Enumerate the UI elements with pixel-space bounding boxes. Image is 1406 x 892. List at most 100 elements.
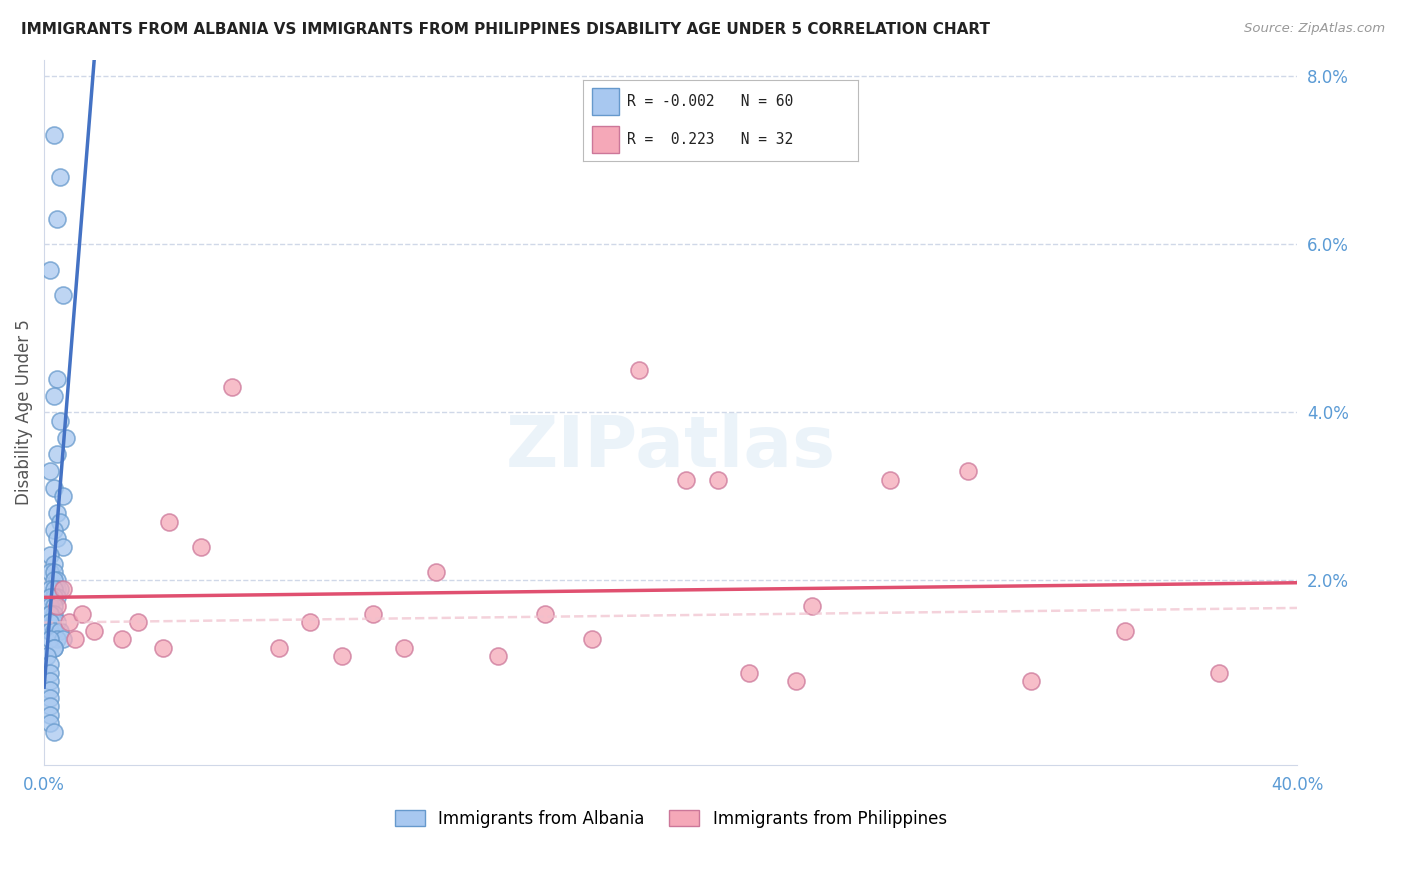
Point	[39, 582, 62, 596]
Point	[42, 615, 65, 630]
Point	[111, 632, 134, 647]
Point	[39, 565, 62, 579]
Point	[42, 590, 65, 604]
Point	[39, 632, 62, 647]
Point	[39, 665, 62, 680]
Point	[394, 640, 416, 655]
Bar	[592, 126, 619, 153]
Point	[39, 682, 62, 697]
Point	[190, 540, 212, 554]
Point	[39, 548, 62, 562]
Point	[221, 380, 243, 394]
Point	[127, 615, 149, 630]
Point	[39, 624, 62, 638]
Point	[45, 632, 67, 647]
Point	[39, 716, 62, 731]
Point	[581, 632, 603, 647]
Point	[39, 615, 62, 630]
Point	[879, 473, 901, 487]
Point	[83, 624, 105, 638]
Text: R = -0.002   N = 60: R = -0.002 N = 60	[627, 94, 793, 109]
Point	[42, 599, 65, 613]
Point	[267, 640, 290, 655]
Point	[49, 624, 72, 638]
Point	[800, 599, 823, 613]
Point	[42, 640, 65, 655]
Point	[957, 464, 980, 478]
Point	[39, 464, 62, 478]
Point	[738, 665, 761, 680]
Point	[45, 590, 67, 604]
Point	[42, 128, 65, 143]
Point	[65, 632, 87, 647]
Point	[39, 262, 62, 277]
Point	[45, 506, 67, 520]
Point	[42, 624, 65, 638]
Point	[49, 170, 72, 185]
Point	[628, 363, 651, 377]
Point	[37, 648, 59, 663]
Point	[52, 489, 75, 503]
Point	[39, 624, 62, 638]
Point	[45, 212, 67, 227]
Point	[39, 599, 62, 613]
Point	[52, 632, 75, 647]
Bar	[592, 87, 619, 115]
Y-axis label: Disability Age Under 5: Disability Age Under 5	[15, 319, 32, 506]
Point	[39, 699, 62, 714]
Point	[39, 674, 62, 689]
Point	[55, 431, 77, 445]
Point	[152, 640, 174, 655]
Point	[330, 648, 353, 663]
Text: IMMIGRANTS FROM ALBANIA VS IMMIGRANTS FROM PHILIPPINES DISABILITY AGE UNDER 5 CO: IMMIGRANTS FROM ALBANIA VS IMMIGRANTS FR…	[21, 22, 990, 37]
Point	[39, 590, 62, 604]
Point	[39, 707, 62, 722]
Point	[42, 481, 65, 495]
Point	[52, 540, 75, 554]
Point	[52, 582, 75, 596]
Point	[1019, 674, 1042, 689]
Text: ZIPatlas: ZIPatlas	[506, 413, 835, 483]
Point	[42, 607, 65, 621]
Point	[706, 473, 728, 487]
Point	[39, 607, 62, 621]
Point	[299, 615, 322, 630]
Text: Source: ZipAtlas.com: Source: ZipAtlas.com	[1244, 22, 1385, 36]
Legend: Immigrants from Albania, Immigrants from Philippines: Immigrants from Albania, Immigrants from…	[388, 803, 953, 834]
Point	[45, 615, 67, 630]
Point	[425, 565, 447, 579]
Point	[58, 615, 80, 630]
Point	[534, 607, 557, 621]
Point	[39, 657, 62, 672]
Point	[785, 674, 807, 689]
Point	[39, 690, 62, 705]
Point	[39, 615, 62, 630]
Point	[157, 515, 180, 529]
Point	[1208, 665, 1230, 680]
Point	[45, 372, 67, 386]
Point	[42, 388, 65, 402]
Point	[42, 565, 65, 579]
Point	[42, 724, 65, 739]
Point	[42, 640, 65, 655]
Point	[45, 574, 67, 588]
Point	[45, 532, 67, 546]
Point	[42, 574, 65, 588]
Point	[39, 607, 62, 621]
Point	[1114, 624, 1136, 638]
Point	[49, 515, 72, 529]
Point	[45, 599, 67, 613]
Point	[45, 582, 67, 596]
Point	[45, 447, 67, 461]
Point	[42, 557, 65, 571]
Point	[42, 615, 65, 630]
Text: R =  0.223   N = 32: R = 0.223 N = 32	[627, 132, 793, 147]
Point	[52, 287, 75, 301]
Point	[42, 523, 65, 537]
Point	[42, 582, 65, 596]
Point	[49, 582, 72, 596]
Point	[70, 607, 93, 621]
Point	[361, 607, 384, 621]
Point	[675, 473, 697, 487]
Point	[486, 648, 509, 663]
